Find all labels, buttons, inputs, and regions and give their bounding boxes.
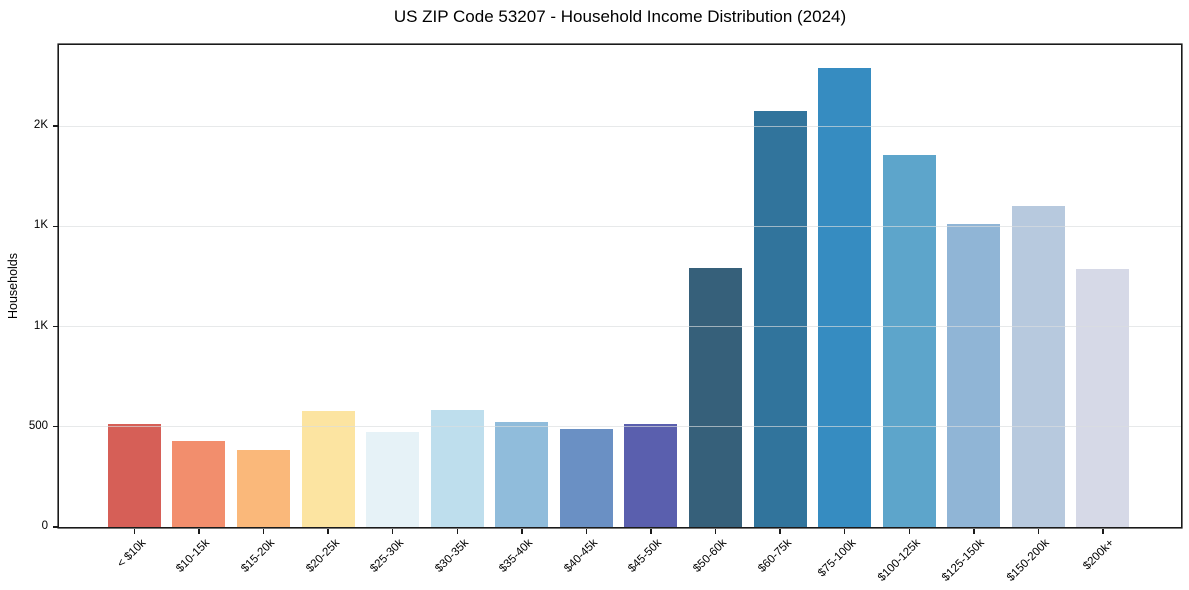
x-tick-mark bbox=[262, 528, 265, 534]
bar-11 bbox=[753, 111, 807, 527]
y-tick-mark bbox=[52, 325, 58, 328]
y-tick-label: 500 bbox=[28, 419, 48, 432]
y-tick-mark bbox=[52, 125, 58, 127]
bar-10 bbox=[689, 268, 743, 527]
x-tick-mark bbox=[1102, 528, 1104, 534]
y-tick-mark bbox=[52, 426, 58, 428]
x-tick-label: $150-200k bbox=[1004, 537, 1052, 584]
x-tick-label: $15-20k bbox=[239, 537, 278, 575]
bar-14 bbox=[947, 224, 1001, 527]
x-tick-label: $30-35k bbox=[432, 537, 471, 575]
y-tick-label: 1K bbox=[33, 319, 48, 332]
bar-9 bbox=[624, 423, 678, 527]
y-tick-mark bbox=[52, 225, 58, 228]
bar-7 bbox=[495, 421, 549, 527]
x-tick-mark bbox=[843, 528, 846, 534]
x-tick-mark bbox=[973, 528, 975, 534]
bar-15 bbox=[1011, 206, 1065, 527]
x-tick-label: $10-15k bbox=[174, 537, 213, 575]
y-tick-label: 2K bbox=[33, 119, 48, 132]
x-tick-mark bbox=[198, 528, 200, 534]
y-tick-mark bbox=[52, 526, 58, 528]
x-tick-label: $125-150k bbox=[940, 537, 988, 584]
y-tick-label: 0 bbox=[41, 520, 48, 532]
x-tick-mark bbox=[779, 528, 781, 534]
x-tick-mark bbox=[650, 528, 652, 534]
x-tick-mark bbox=[133, 528, 136, 534]
gridline-500 bbox=[59, 426, 1181, 428]
bar-3 bbox=[237, 449, 291, 527]
x-tick-label: $35-40k bbox=[497, 537, 536, 575]
bar-1 bbox=[107, 423, 161, 527]
x-tick-mark bbox=[456, 528, 458, 534]
plot-area bbox=[59, 45, 1181, 527]
x-tick-label: $75-100k bbox=[815, 537, 859, 580]
bar-16 bbox=[1076, 269, 1130, 527]
x-tick-label: $25-30k bbox=[368, 537, 407, 575]
x-tick-label: < $10k bbox=[114, 537, 148, 571]
gridline-1000 bbox=[59, 326, 1181, 328]
x-tick-label: $200k+ bbox=[1081, 537, 1117, 573]
y-tick-label: 1K bbox=[33, 219, 48, 232]
bar-4 bbox=[301, 410, 355, 527]
x-tick-label: $40-45k bbox=[562, 537, 600, 575]
bar-6 bbox=[430, 409, 484, 527]
x-tick-mark bbox=[391, 528, 394, 534]
bar-8 bbox=[559, 429, 613, 527]
x-tick-mark bbox=[521, 528, 523, 534]
x-tick-label: $60-75k bbox=[755, 537, 794, 575]
x-tick-mark bbox=[908, 528, 910, 534]
bar-13 bbox=[882, 155, 936, 527]
bar-5 bbox=[366, 431, 420, 527]
bar-12 bbox=[818, 68, 872, 527]
x-tick-label: $50-60k bbox=[691, 537, 730, 575]
x-tick-mark bbox=[714, 528, 717, 534]
gridline-1500 bbox=[59, 225, 1181, 227]
x-tick-mark bbox=[327, 528, 329, 534]
y-axis-label: Households bbox=[6, 252, 20, 320]
x-tick-label: $100-125k bbox=[875, 537, 923, 584]
x-tick-mark bbox=[1037, 528, 1040, 534]
gridline-2000 bbox=[59, 125, 1181, 127]
x-tick-label: $45-50k bbox=[626, 537, 665, 575]
x-tick-mark bbox=[585, 528, 588, 534]
bar-2 bbox=[172, 440, 226, 527]
x-tick-label: $20-25k bbox=[303, 537, 342, 575]
chart-title: US ZIP Code 53207 - Household Income Dis… bbox=[393, 7, 847, 26]
